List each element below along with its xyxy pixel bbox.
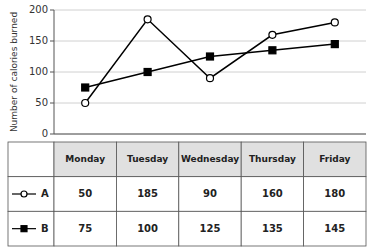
marker-square [331,41,338,48]
category-label: Tuesday [127,154,168,164]
table-cell [54,142,116,177]
table-value: 50 [78,188,92,199]
table-cell [8,211,54,246]
table-cell [116,211,178,246]
table-cell [304,177,366,212]
category-label: Friday [319,154,350,164]
table-value: 125 [200,223,221,234]
table-cell [54,177,116,212]
grid-line [54,41,366,42]
x-axis [54,134,366,135]
table-value: 75 [78,223,92,234]
y-axis [54,10,55,134]
plot-area [82,16,339,107]
table-cell [8,142,54,177]
table-cell [241,177,303,212]
table-cell [116,177,178,212]
table-value: 145 [324,223,345,234]
y-tick-label: 50 [35,97,48,108]
table-cell [241,211,303,246]
table-value: 180 [324,188,345,199]
y-tick [50,134,54,135]
y-tick-label: 0 [42,128,48,139]
series-line [85,19,335,103]
y-tick [50,72,54,73]
marker-circle [269,31,276,38]
table-cell [179,211,241,246]
data-table: Monday Tuesday Wednesday Thursday Friday A 50 1… [8,142,366,246]
y-tick-label: 100 [29,66,48,77]
y-tick [50,41,54,42]
y-tick-label: 200 [29,4,48,15]
marker-square [207,53,214,60]
grid-line [54,134,366,135]
table-cell [116,142,178,177]
table-value: 90 [203,188,217,199]
grid-line [54,103,366,104]
marker-square [269,47,276,54]
y-tick [50,103,54,104]
table-cell [8,177,54,212]
legend-marker [21,191,27,197]
y-tick-label: 150 [29,35,48,46]
category-label: Thursday [249,154,296,164]
legend-marker [21,226,27,232]
table-cell [179,142,241,177]
category-label: Wednesday [181,154,239,164]
category-label: Monday [65,154,105,164]
marker-circle [207,75,214,82]
table-value: 160 [262,188,283,199]
y-tick [50,10,54,11]
table-cell [241,142,303,177]
table-value: 185 [137,188,158,199]
table-cell [304,211,366,246]
legend-label: B [41,223,49,234]
table-cell [54,211,116,246]
marker-square [144,69,151,76]
series-line [85,44,335,87]
grid-line [54,10,366,11]
grid-line [54,72,366,73]
marker-circle [144,16,151,23]
table-cell [304,142,366,177]
legend-label: A [41,188,49,199]
table-value: 135 [262,223,283,234]
table-value: 100 [137,223,158,234]
table-cell [179,177,241,212]
marker-square [82,84,89,91]
marker-circle [331,19,338,26]
marker-circle [82,100,89,107]
y-axis-label: Number of calories burned [9,12,19,132]
